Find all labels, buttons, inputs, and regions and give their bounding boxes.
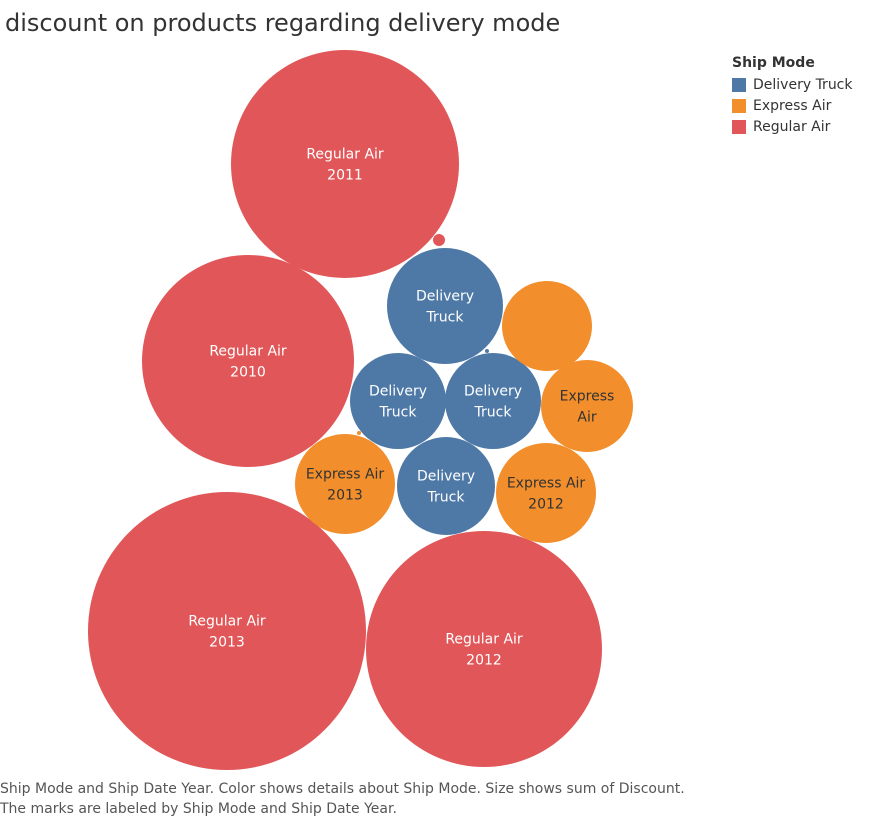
bubble-label: Regular Air — [188, 614, 266, 630]
bubble-label: 2010 — [230, 365, 266, 381]
bubble-regular-air[interactable]: Regular Air 2012 — [366, 531, 602, 767]
bubble-mark[interactable] — [496, 443, 596, 543]
bubble-label: Truck — [379, 405, 418, 421]
legend-item-express-air[interactable]: Express Air — [732, 95, 853, 116]
legend-swatch — [732, 119, 746, 134]
legend-title: Ship Mode — [732, 55, 815, 71]
caption-line: Ship Mode and Ship Date Year. Color show… — [0, 781, 685, 797]
bubble-express-air[interactable] — [502, 281, 592, 371]
legend-label: Express Air — [753, 97, 832, 114]
chart-title: discount on products regarding delivery … — [5, 9, 561, 37]
bubble-regular-air[interactable]: Regular Air 2013 — [88, 492, 366, 770]
bubble-label: Express — [560, 389, 615, 405]
bubble-mark[interactable] — [387, 248, 503, 364]
bubble-express-air[interactable] — [357, 431, 361, 435]
bubble-mark[interactable] — [357, 431, 361, 435]
bubble-label: Delivery — [416, 289, 474, 305]
bubble-label: Express Air — [306, 467, 385, 483]
bubble-delivery-truck[interactable]: Delivery Truck — [350, 353, 446, 449]
bubble-label: Regular Air — [306, 147, 384, 163]
bubble-label: Air — [577, 410, 596, 426]
bubble-label: Regular Air — [209, 344, 287, 360]
bubble-label: Truck — [427, 490, 466, 506]
bubble-mark[interactable] — [397, 437, 495, 535]
bubble-label: Delivery — [464, 384, 522, 400]
caption-line: The marks are labeled by Ship Mode and S… — [0, 801, 397, 817]
bubble-mark[interactable] — [350, 353, 446, 449]
bubble-mark[interactable] — [502, 281, 592, 371]
bubble-regular-air[interactable]: Regular Air 2010 — [142, 255, 354, 467]
bubble-mark[interactable] — [366, 531, 602, 767]
bubble-delivery-truck[interactable] — [485, 349, 489, 353]
bubble-express-air[interactable]: Express Air — [541, 360, 633, 452]
bubble-mark[interactable] — [485, 349, 489, 353]
legend: Ship Mode Delivery Truck Express Air Reg… — [732, 55, 853, 137]
bubble-label: 2012 — [466, 653, 502, 669]
bubble-label: 2011 — [327, 168, 363, 184]
bubble-express-air[interactable]: Express Air 2012 — [496, 443, 596, 543]
legend-swatch — [732, 77, 746, 92]
bubble-mark[interactable] — [433, 234, 445, 246]
bubble-regular-air[interactable]: Regular Air 2011 — [231, 50, 459, 278]
bubble-mark[interactable] — [295, 434, 395, 534]
legend-item-regular-air[interactable]: Regular Air — [732, 116, 853, 137]
bubble-delivery-truck[interactable]: Delivery Truck — [397, 437, 495, 535]
bubble-mark[interactable] — [88, 492, 366, 770]
bubble-label: Truck — [426, 310, 465, 326]
bubble-mark[interactable] — [445, 353, 541, 449]
chart-caption: Ship Mode and Ship Date Year. Color show… — [0, 779, 685, 819]
bubble-delivery-truck[interactable]: Delivery Truck — [445, 353, 541, 449]
bubble-label: Regular Air — [445, 632, 523, 648]
bubble-regular-air[interactable] — [433, 234, 445, 246]
bubble-label: Delivery — [417, 469, 475, 485]
legend-item-delivery-truck[interactable]: Delivery Truck — [732, 74, 853, 95]
bubble-label: Delivery — [369, 384, 427, 400]
bubble-mark[interactable] — [541, 360, 633, 452]
bubble-label: 2013 — [209, 635, 245, 651]
legend-label: Regular Air — [753, 118, 831, 135]
bubble-label: Express Air — [507, 476, 586, 492]
bubble-label: 2012 — [528, 497, 564, 513]
bubble-mark[interactable] — [231, 50, 459, 278]
bubble-mark[interactable] — [142, 255, 354, 467]
bubble-label: 2013 — [327, 488, 363, 504]
bubble-express-air[interactable]: Express Air 2013 — [295, 434, 395, 534]
legend-swatch — [732, 98, 746, 113]
bubble-label: Truck — [474, 405, 513, 421]
legend-label: Delivery Truck — [753, 76, 853, 93]
bubble-delivery-truck[interactable]: Delivery Truck — [387, 248, 503, 364]
